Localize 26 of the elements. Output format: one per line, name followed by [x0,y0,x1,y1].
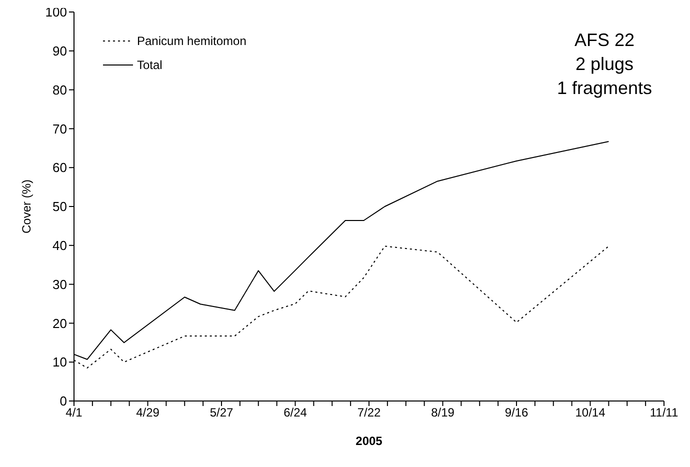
annotation: AFS 22 [573,29,636,52]
x-tick-label: 11/11 [650,406,678,420]
y-axis-title: Cover (%) [19,179,34,234]
y-tick-label: 90 [52,44,67,59]
y-tick-label: 10 [52,354,67,370]
x-tick-label: 5/27 [210,406,234,420]
x-tick-label: 4/29 [136,406,160,420]
legend-label: Total [137,58,162,72]
legend-label: Panicum hemitomon [137,34,246,48]
x-tick-label: 4/1 [66,406,83,420]
y-tick-label: 50 [52,199,67,214]
annotation: 2 plugs [574,53,634,76]
y-tick-label: 20 [52,316,67,331]
x-tick-label: 7/22 [357,406,381,420]
x-axis-title: 2005 [356,434,383,448]
x-tick-label: 9/16 [504,406,528,420]
y-tick-label: 30 [52,276,67,292]
x-tick-label: 6/24 [284,406,308,420]
y-tick-label: 40 [52,238,67,254]
y-tick-label: 0 [60,394,67,409]
x-tick-label: 8/19 [431,406,455,420]
y-tick-label: 80 [52,82,67,98]
annotation: 1 fragments [556,77,652,100]
y-tick-label: 70 [52,121,67,136]
y-tick-label: 60 [52,160,67,176]
x-tick-label: 10/14 [575,406,606,420]
